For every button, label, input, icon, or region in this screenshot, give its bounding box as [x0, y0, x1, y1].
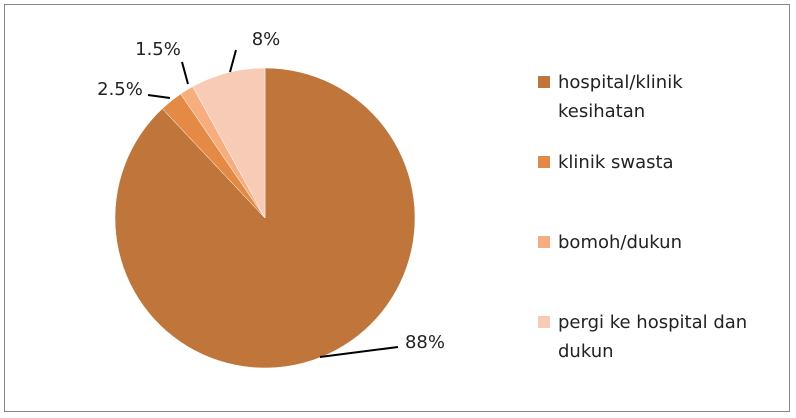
data-label: 1.5%: [135, 39, 181, 60]
legend-label: hospital/klinik kesihatan: [558, 72, 683, 122]
legend-swatch: [538, 236, 550, 248]
legend-swatch: [538, 156, 550, 168]
data-label: 2.5%: [97, 79, 143, 100]
pie-slice: [192, 67, 266, 219]
chart-frame: [4, 4, 790, 412]
leader-line: [181, 61, 189, 85]
legend-item: bomoh/dukun: [538, 228, 786, 257]
legend-item: pergi ke hospital dan dukun: [538, 308, 786, 366]
legend-swatch: [538, 316, 550, 328]
leader-line: [319, 346, 399, 358]
legend-label: klinik swasta: [558, 152, 674, 173]
data-label: 88%: [405, 332, 445, 353]
legend-label: bomoh/dukun: [558, 232, 682, 253]
legend-item: hospital/klinik kesihatan: [538, 68, 708, 126]
legend-label: pergi ke hospital dan dukun: [558, 312, 748, 362]
leader-line: [229, 49, 237, 73]
legend-swatch: [538, 76, 550, 88]
legend-item: klinik swasta: [538, 148, 786, 177]
data-label: 8%: [252, 29, 281, 50]
leader-line: [147, 94, 171, 99]
